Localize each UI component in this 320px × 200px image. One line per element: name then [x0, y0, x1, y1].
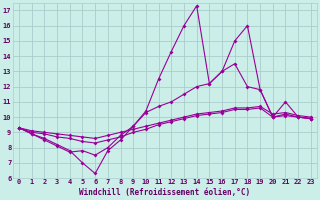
X-axis label: Windchill (Refroidissement éolien,°C): Windchill (Refroidissement éolien,°C): [79, 188, 251, 197]
